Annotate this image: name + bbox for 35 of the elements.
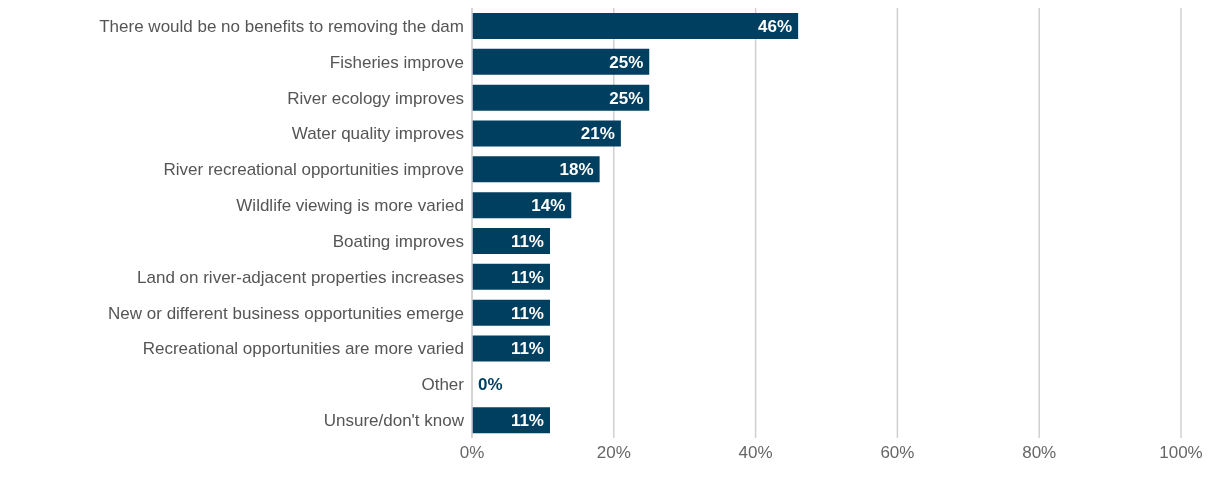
x-tick-label: 60% — [880, 443, 915, 463]
data-label: 11% — [510, 411, 544, 431]
data-label: 21% — [580, 124, 615, 144]
data-label: 0% — [478, 375, 503, 395]
data-label: 18% — [559, 160, 594, 180]
x-tick-label: 100% — [1159, 443, 1203, 463]
bar — [472, 13, 799, 39]
bar — [472, 84, 650, 111]
data-label: 11% — [510, 339, 544, 359]
y-tick-label: There would be no benefits to removing the dam — [99, 16, 464, 36]
data-label: 11% — [510, 303, 544, 323]
bar — [472, 120, 621, 147]
data-label: 14% — [531, 196, 566, 216]
x-tick-label: 80% — [1022, 443, 1057, 463]
y-tick-label: Recreational opportunities are more varied — [142, 339, 464, 359]
data-label: 46% — [758, 16, 793, 36]
x-tick-label: 0% — [459, 443, 485, 463]
y-tick-label: River ecology improves — [287, 88, 464, 108]
data-label: 25% — [609, 52, 644, 72]
data-label: 11% — [510, 267, 544, 287]
y-tick-label: Wildlife viewing is more varied — [236, 196, 464, 216]
y-tick-label: Land on river-adjacent properties increases — [137, 267, 464, 287]
y-tick-label: Fisheries improve — [329, 52, 464, 72]
y-tick-label: River recreational opportunities improve — [163, 160, 464, 180]
bar — [472, 48, 650, 75]
y-tick-label: Unsure/don't know — [323, 411, 465, 431]
y-tick-label: Water quality improves — [291, 124, 464, 144]
bar — [472, 156, 600, 183]
y-tick-label: New or different business opportunities emerge — [108, 303, 464, 323]
data-label: 25% — [609, 88, 644, 108]
y-tick-label: Other — [421, 375, 465, 395]
x-tick-label: 20% — [596, 443, 631, 463]
x-tick-label: 40% — [738, 443, 773, 463]
data-label: 11% — [510, 231, 544, 251]
y-tick-label: Boating improves — [332, 231, 464, 251]
